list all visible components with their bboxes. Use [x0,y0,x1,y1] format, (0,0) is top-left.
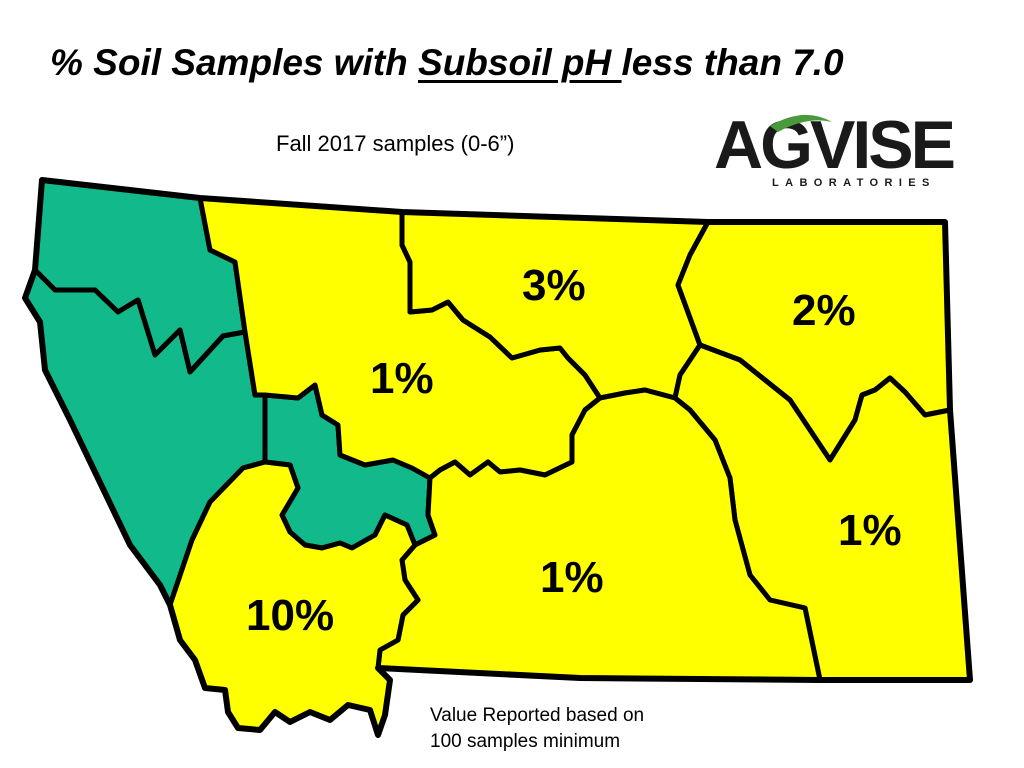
agvise-logo: AGVISE LABORATORIES [714,107,957,189]
title-underlined: Subsoil pH [418,42,622,83]
logo-swoosh-icon [770,114,832,132]
sample-note: Value Reported based on 100 samples mini… [430,703,644,755]
page-title: % Soil Samples with Subsoil pH less than… [50,42,844,84]
logo-brand: AGVISE [714,107,954,183]
subtitle: Fall 2017 samples (0-6”) [276,131,515,156]
title-prefix: % Soil Samples with [50,42,419,83]
region-label-southwest: 10% [246,591,334,640]
sample-note-line1: Value Reported based on [430,705,645,726]
region-label-south-central: 1% [540,553,604,602]
logo-subtext: LABORATORIES [772,177,936,189]
state-border [22,177,973,738]
region-label-north-central: 3% [522,261,586,310]
title-suffix: less than 7.0 [621,42,844,83]
region-label-north-central-west: 1% [370,354,434,403]
region-label-northeast: 2% [792,286,856,335]
region-label-east: 1% [838,506,902,555]
sample-note-line2: 100 samples minimum [430,731,621,752]
